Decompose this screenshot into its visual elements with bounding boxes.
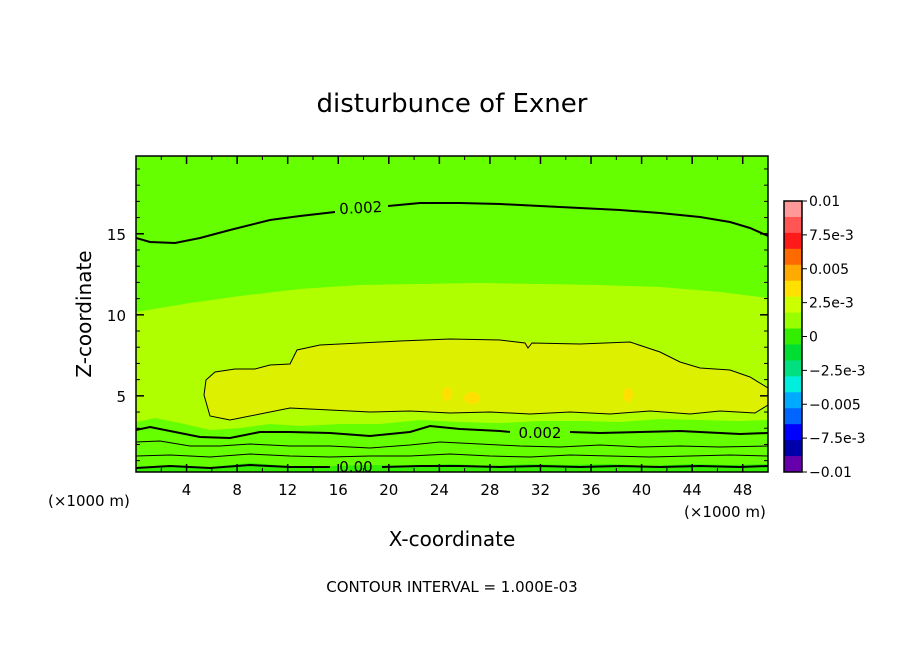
contour-label-zero: 0.00: [339, 458, 372, 476]
colorbar-label: 2.5e-3: [809, 296, 854, 312]
colorbar-swatch: [784, 280, 802, 298]
colorbar: 0.01 7.5e-3 0.005 2.5e-3 0 −2.5e-3 −0.005 −7.5e…: [783, 194, 866, 481]
colorbar-swatch: [784, 408, 802, 425]
x-tick-label: 36: [581, 481, 600, 499]
contour-thin-a: [136, 440, 768, 449]
colorbar-swatch: [784, 216, 802, 234]
colorbar-label: −2.5e-3: [809, 363, 866, 379]
colorbar-label: 7.5e-3: [809, 228, 854, 244]
contour-interval-note: CONTOUR INTERVAL = 1.000E-03: [326, 578, 577, 596]
contour-upper-0.002: [136, 211, 336, 245]
x-tick-label: 28: [480, 481, 499, 499]
y-axis-label: Z-coordinate: [72, 250, 96, 377]
y-tick-label: 5: [116, 388, 126, 406]
max-spot-2: [464, 392, 480, 404]
colorbar-swatch: [784, 360, 802, 377]
colorbar-swatch: [784, 296, 802, 314]
colorbar-label: 0.005: [809, 262, 849, 278]
colorbar-label: −7.5e-3: [809, 431, 866, 447]
x-tick-label: 8: [232, 481, 242, 499]
y-axis: 5 10 15: [107, 168, 768, 462]
x-unit-left: (×1000 m): [48, 492, 130, 510]
plot-frame: [135, 155, 769, 473]
x-axis-label: X-coordinate: [389, 527, 516, 551]
x-axis: 4 8 12 16 20 24 28 32 36 40 44 48: [160, 156, 752, 499]
colorbar-label: 0.01: [809, 194, 840, 210]
colorbar-swatch: [784, 328, 802, 345]
y-tick-label: 15: [107, 226, 126, 244]
contour-zero: [136, 463, 330, 470]
x-tick-label: 12: [278, 481, 297, 499]
contour-level-4-outline: [203, 338, 768, 421]
contour-lower-0.002-cont: [569, 429, 768, 436]
plot-area: [136, 156, 768, 472]
colorbar-swatch: [784, 440, 802, 457]
colorbar-swatch: [784, 248, 802, 266]
contour-lower-0.002: [136, 424, 511, 440]
x-tick-label: 44: [683, 481, 702, 499]
colorbar-label: 0: [809, 330, 818, 346]
x-tick-label: 20: [379, 481, 398, 499]
contour-thin-b: [136, 453, 768, 458]
y-tick-label: 10: [107, 307, 126, 325]
max-spot-3: [623, 388, 633, 402]
colorbar-swatch: [784, 376, 802, 393]
colorbar-swatch: [784, 456, 802, 473]
colorbar-swatch: [784, 232, 802, 250]
colorbar-swatch: [784, 344, 802, 361]
colorbar-swatch: [784, 312, 802, 330]
contour-label-upper: 0.002: [339, 198, 383, 218]
x-tick-label: 4: [182, 481, 192, 499]
contour-label-lower: 0.002: [519, 424, 562, 442]
x-tick-label: 48: [733, 481, 752, 499]
x-tick-label: 40: [632, 481, 651, 499]
colorbar-swatch: [784, 424, 802, 441]
x-tick-label: 32: [531, 481, 550, 499]
x-unit-right: (×1000 m): [684, 503, 766, 521]
colorbar-swatch: [784, 201, 802, 218]
max-spot-1: [442, 387, 452, 401]
x-tick-label: 16: [329, 481, 348, 499]
contour-upper-0.002-cont: [387, 202, 768, 237]
colorbar-label: −0.005: [809, 397, 861, 413]
x-tick-label: 24: [430, 481, 449, 499]
colorbar-label: −0.01: [809, 465, 852, 481]
contour-zero-cont: [381, 464, 768, 469]
chart-title: disturbunce of Exner: [317, 89, 588, 119]
colorbar-swatch: [784, 392, 802, 409]
colorbar-swatch: [784, 264, 802, 282]
